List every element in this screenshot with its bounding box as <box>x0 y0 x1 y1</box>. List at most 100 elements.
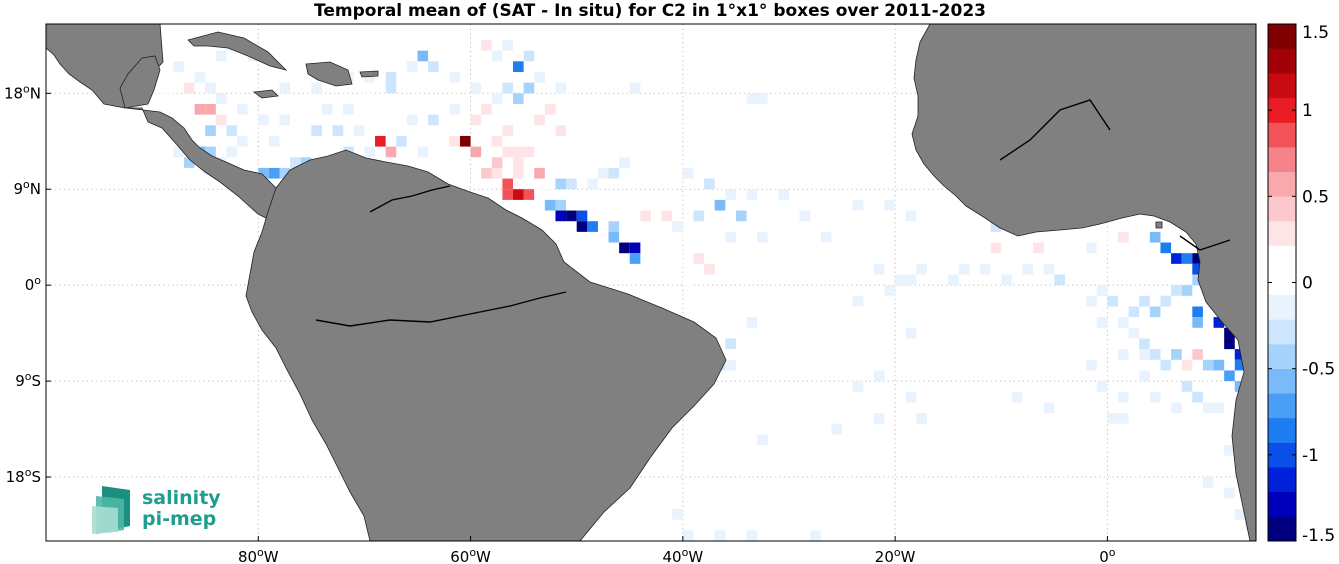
data-cell <box>226 125 238 136</box>
colorbar-segment <box>1268 294 1296 320</box>
degree-sign: o <box>23 178 30 191</box>
data-cell <box>523 82 535 94</box>
data-cell <box>1149 306 1161 318</box>
data-cell <box>555 210 567 222</box>
data-cell <box>725 359 736 371</box>
colorbar-segment <box>1268 319 1296 345</box>
data-cell <box>757 434 768 446</box>
salinity-pi-mep-logo: salinity pi-mep <box>92 486 221 534</box>
data-cell <box>895 274 906 286</box>
land-jamaica <box>252 89 279 99</box>
data-cell <box>385 114 397 126</box>
land-bioko <box>1155 221 1163 229</box>
river-amazon <box>315 291 567 327</box>
data-cell <box>183 82 195 94</box>
data-cell <box>428 114 439 126</box>
data-cell <box>470 114 482 126</box>
data-cell <box>629 253 641 264</box>
colorbar-segment <box>1268 368 1296 394</box>
data-cell <box>396 135 407 147</box>
data-cell <box>1224 445 1235 456</box>
data-cell <box>502 178 514 190</box>
data-cell <box>1086 359 1097 371</box>
data-cell <box>491 50 503 62</box>
data-cell <box>1160 295 1172 307</box>
hemisphere: W <box>264 548 279 564</box>
data-cell <box>810 530 821 541</box>
data-cell <box>640 157 651 168</box>
data-cell <box>948 274 959 286</box>
colorbar-tick-label: -1.5 <box>1302 526 1335 546</box>
data-cell <box>990 221 1002 232</box>
colorbar-tick-label: 1.5 <box>1302 23 1329 43</box>
colorbar-segment <box>1268 442 1296 468</box>
data-cell <box>1011 391 1023 403</box>
data-cell <box>1118 231 1129 243</box>
data-cell <box>566 210 577 222</box>
land-yucatan <box>119 55 161 109</box>
data-cell <box>1192 253 1203 264</box>
data-cell <box>491 167 503 179</box>
data-cell <box>725 189 736 200</box>
data-cell <box>566 178 577 190</box>
data-cell <box>183 157 195 168</box>
colorbar-segment <box>1268 220 1296 246</box>
colorbar-segment <box>1268 73 1296 99</box>
degree-sign: o <box>25 370 32 383</box>
data-cell <box>290 135 301 147</box>
land-masses <box>46 24 1256 541</box>
data-cell <box>1107 413 1119 424</box>
data-cell <box>1118 413 1129 424</box>
data-cell <box>544 178 556 190</box>
data-cell <box>449 71 460 83</box>
data-cell <box>587 221 598 232</box>
data-cell <box>1202 359 1214 371</box>
data-cell <box>905 274 917 286</box>
data-cell <box>417 146 429 158</box>
data-cell <box>651 221 662 232</box>
data-cell <box>1086 242 1097 254</box>
data-cell <box>534 71 545 83</box>
lat-tick-label: 0o <box>25 274 42 294</box>
data-cell <box>1011 242 1023 254</box>
logo-mark <box>92 486 130 534</box>
colorbar-segment <box>1268 48 1296 74</box>
data-cell <box>905 327 917 339</box>
land-africa <box>911 24 1256 541</box>
data-cell <box>1139 370 1150 382</box>
data-cell <box>831 423 843 435</box>
data-cell <box>1096 317 1108 328</box>
data-cell <box>1086 295 1097 307</box>
data-cell <box>491 135 503 147</box>
degree-sign: o <box>682 546 689 559</box>
data-cell <box>1160 242 1172 254</box>
data-cell <box>1128 306 1140 318</box>
data-cell <box>608 221 620 232</box>
colorbar-segment <box>1268 467 1296 493</box>
data-cell <box>608 231 620 243</box>
data-cell <box>629 242 641 254</box>
data-cell <box>704 178 715 190</box>
data-cell <box>406 61 418 72</box>
data-cell <box>905 210 917 222</box>
data-cell <box>162 82 174 94</box>
data-cell <box>523 50 535 62</box>
data-cell <box>1213 317 1225 328</box>
data-cell <box>1033 242 1044 254</box>
data-cell <box>534 157 545 168</box>
data-cell <box>778 189 789 200</box>
data-cell <box>502 146 514 158</box>
hemisphere: S <box>31 468 41 486</box>
data-cell <box>205 146 216 158</box>
data-cell <box>980 263 991 275</box>
data-cell <box>672 221 683 232</box>
lat-tick-label: 18oN <box>4 82 41 102</box>
data-cell <box>321 103 333 115</box>
data-cell <box>1224 487 1235 499</box>
data-cell <box>194 135 206 147</box>
data-cell <box>682 167 694 179</box>
data-cell <box>576 125 588 136</box>
data-cell <box>799 210 811 222</box>
data-cell <box>619 242 630 254</box>
